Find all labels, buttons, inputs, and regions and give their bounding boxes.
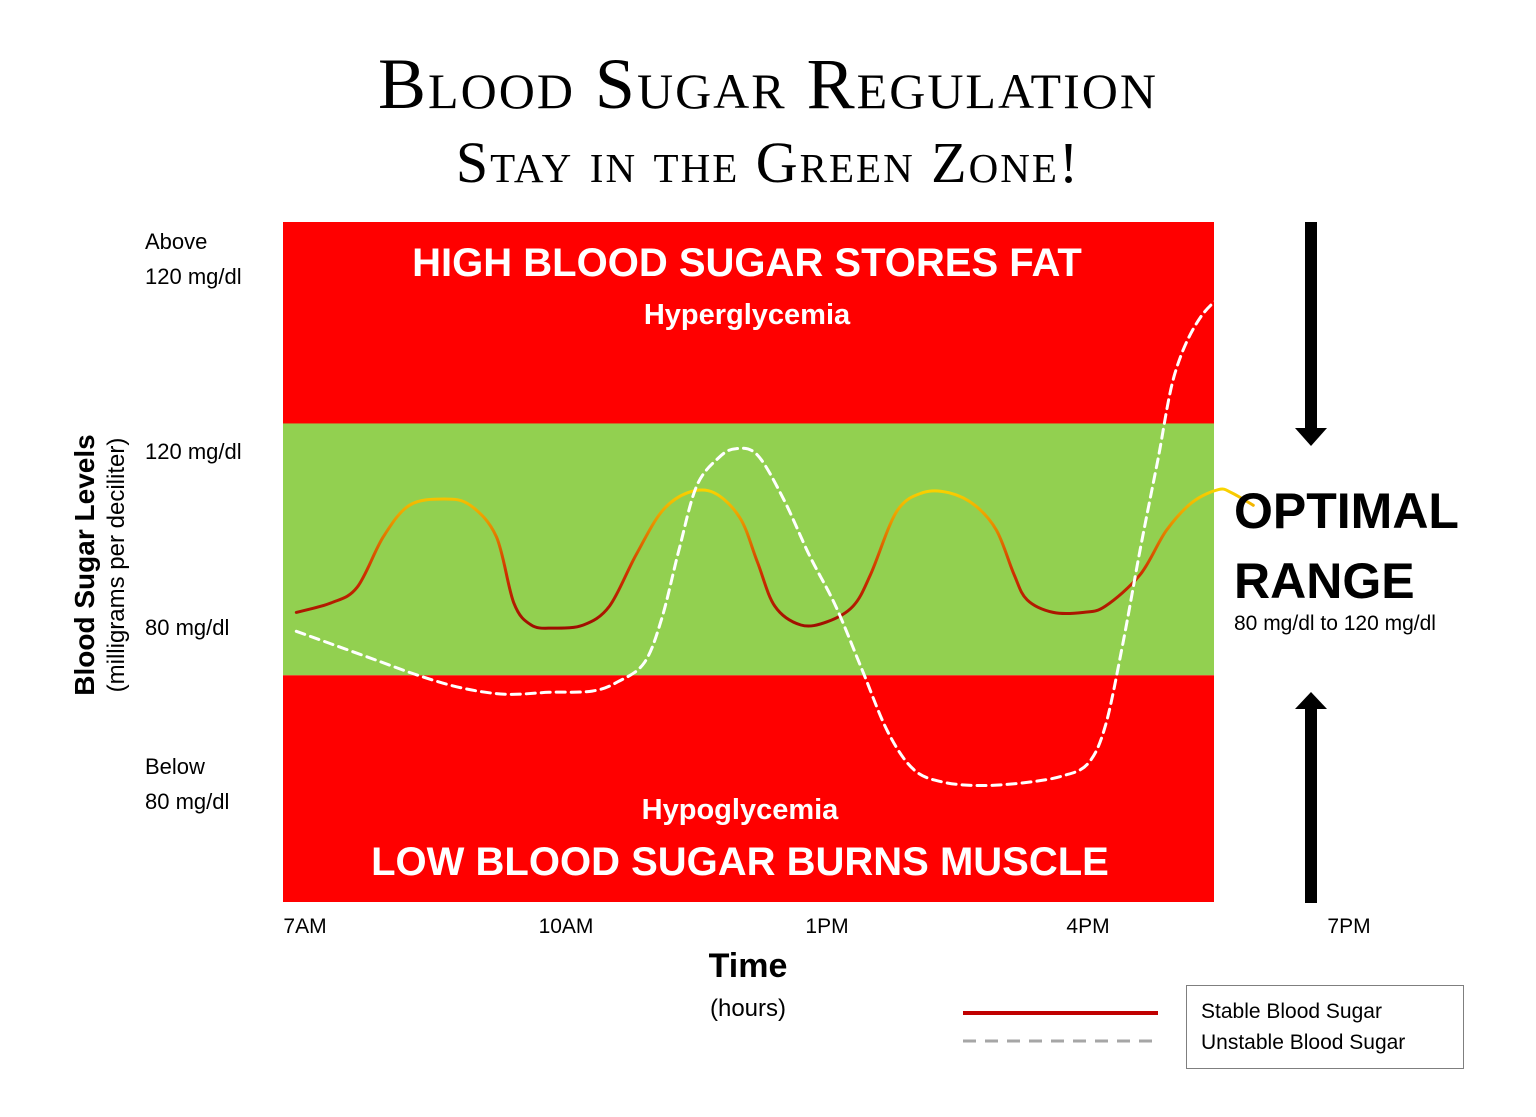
y-axis-title: Blood Sugar Levels xyxy=(69,434,100,696)
y-axis-title-block: Blood Sugar Levels (milligrams per decil… xyxy=(60,395,140,735)
zone-band-hyperglycemia xyxy=(283,222,1214,424)
x-tick-label: 1PM xyxy=(805,915,848,938)
legend-unstable-label: Unstable Blood Sugar xyxy=(1201,1031,1406,1054)
y-label-below-line2: 80 mg/dl xyxy=(145,789,230,814)
high-zone-subtitle: Hyperglycemia xyxy=(644,299,851,331)
optimal-range-heading: OPTIMAL RANGE xyxy=(1234,476,1459,616)
zone-band-optimal xyxy=(283,423,1214,676)
y-label-below-line1: Below xyxy=(145,754,205,779)
x-tick-labels: 7AM 10AM 1PM 4PM 7PM xyxy=(283,915,1370,938)
x-tick-label: 10AM xyxy=(539,915,594,938)
zone-band-hypoglycemia xyxy=(283,675,1214,902)
y-label-above: Above 120 mg/dl xyxy=(145,224,242,294)
high-zone-title: HIGH BLOOD SUGAR STORES FAT xyxy=(412,241,1082,285)
y-label-80: 80 mg/dl xyxy=(145,615,230,640)
x-tick-label: 7AM xyxy=(283,915,326,938)
series-line-stable xyxy=(294,487,1255,630)
zones-layer xyxy=(283,222,1214,902)
up-arrow-icon xyxy=(1295,692,1327,903)
optimal-line1: OPTIMAL xyxy=(1234,483,1459,539)
low-zone-subtitle: Hypoglycemia xyxy=(642,794,839,826)
y-label-above-line1: Above xyxy=(145,229,208,254)
series-layer xyxy=(294,248,1290,788)
chart-title: Blood Sugar Regulation xyxy=(378,44,1158,124)
y-label-below: Below 80 mg/dl xyxy=(145,749,229,819)
x-tick-label: 7PM xyxy=(1327,915,1370,938)
x-axis-subtitle: (hours) xyxy=(709,995,787,1022)
y-label-120: 120 mg/dl xyxy=(145,439,242,464)
y-label-above-line2: 120 mg/dl xyxy=(145,264,242,289)
chart-subtitle: Stay in the Green Zone! xyxy=(455,130,1081,195)
optimal-line2: RANGE xyxy=(1234,553,1415,609)
down-arrow-icon xyxy=(1295,222,1327,446)
optimal-range-values: 80 mg/dl to 120 mg/dl xyxy=(1234,612,1436,635)
legend: Stable Blood Sugar Unstable Blood Sugar xyxy=(1186,985,1464,1069)
series-line-unstable xyxy=(294,248,1290,788)
low-zone-title: LOW BLOOD SUGAR BURNS MUSCLE xyxy=(371,840,1109,884)
x-tick-label: 4PM xyxy=(1066,915,1109,938)
legend-stable-label: Stable Blood Sugar xyxy=(1201,1000,1382,1023)
y-axis-subtitle: (milligrams per deciliter) xyxy=(103,437,130,693)
x-axis-title: Time xyxy=(708,947,788,985)
